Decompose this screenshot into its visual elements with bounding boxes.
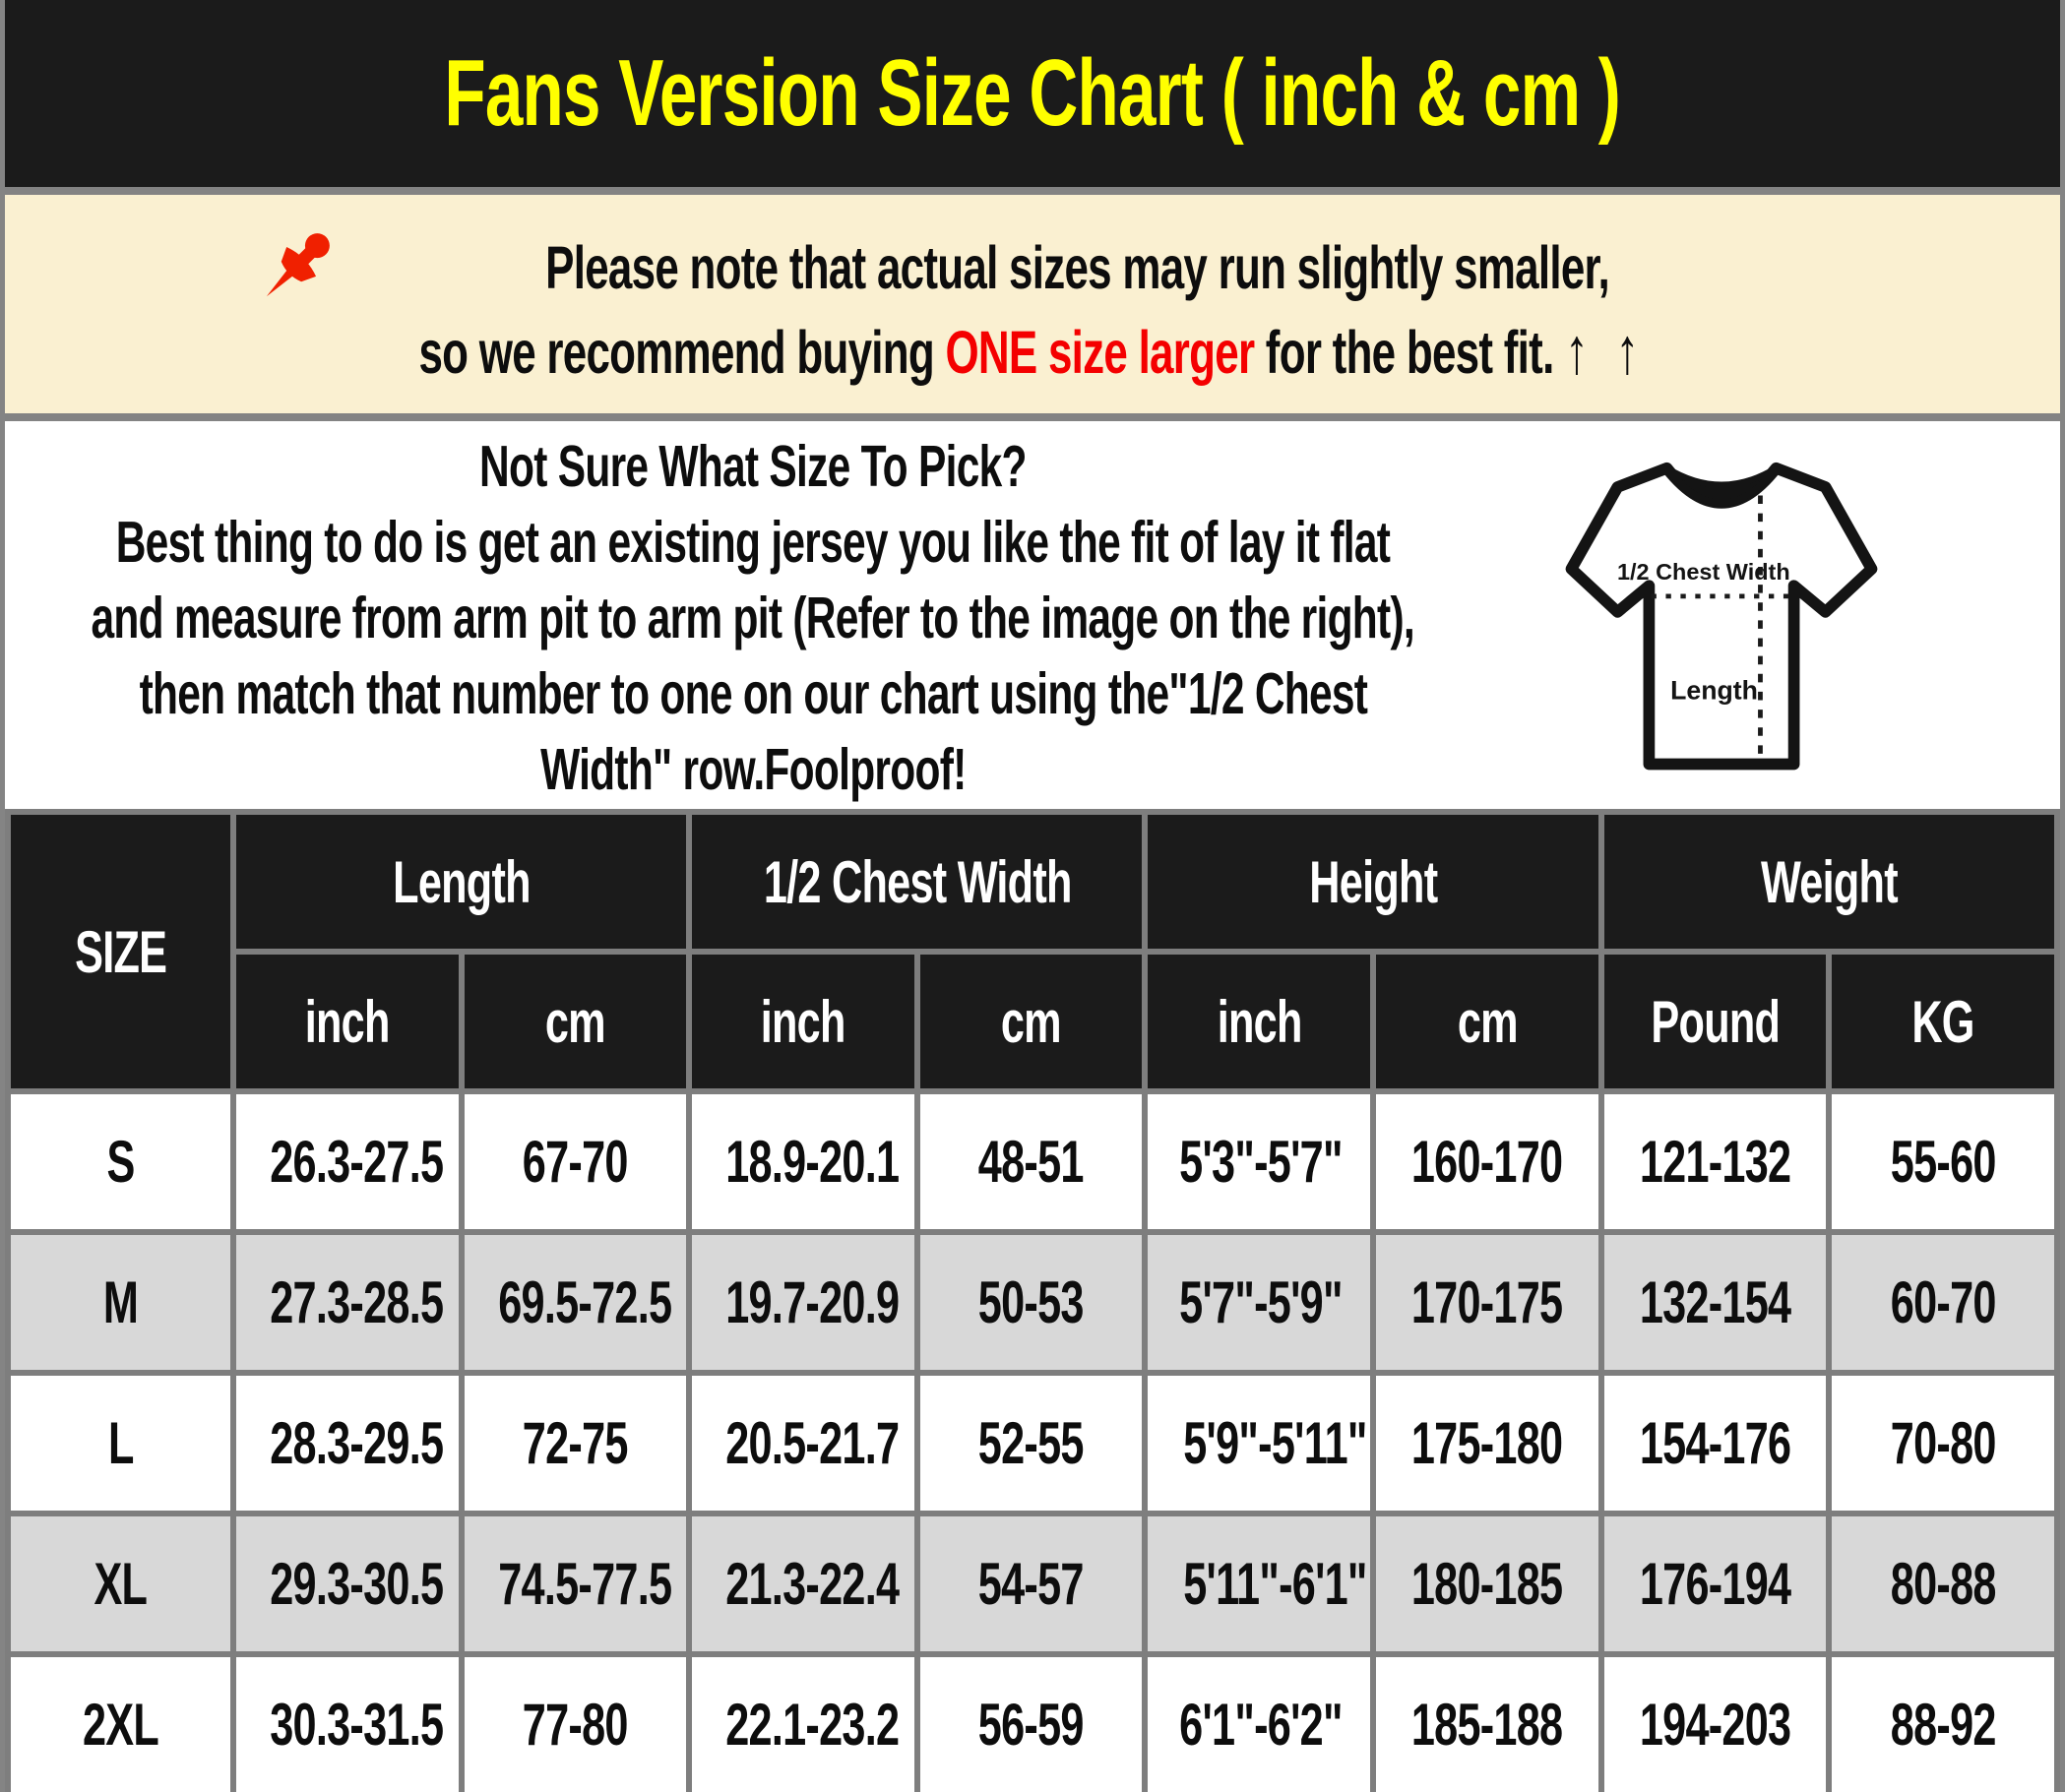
table-header-row-groups: SIZE Length 1/2 Chest Width Height Weigh… xyxy=(5,809,2060,1094)
table-cell: 30.3-31.5 xyxy=(230,1651,465,1792)
table-cell: 21.3-22.4 xyxy=(686,1511,920,1657)
section-divider xyxy=(5,187,2060,195)
guide-line: and measure from arm pit to arm pit (Ref… xyxy=(91,585,1415,650)
header-unit: KG xyxy=(1826,949,2060,1094)
table-cell: 20.5-21.7 xyxy=(686,1370,920,1516)
length-label: Length xyxy=(1670,675,1758,705)
size-cell: M xyxy=(5,1229,237,1376)
header-size: SIZE xyxy=(5,809,237,1094)
chest-width-label: 1/2 Chest Width xyxy=(1617,559,1790,585)
table-cell: 5'9"-5'11" xyxy=(1142,1370,1377,1516)
note-text-2: so we recommend buying ONE size larger f… xyxy=(418,314,1647,388)
table-cell: 5'7"-5'9" xyxy=(1142,1229,1377,1376)
table-cell: 77-80 xyxy=(458,1651,693,1792)
table-cell: 22.1-23.2 xyxy=(686,1651,920,1792)
note-line2-prefix: so we recommend buying xyxy=(418,319,946,387)
table-cell: 88-92 xyxy=(1826,1651,2060,1792)
table-cell: 60-70 xyxy=(1826,1229,2060,1376)
up-arrows-icon: ↑ ↑ xyxy=(1565,314,1647,388)
table-row: L 28.3-29.5 72-75 20.5-21.7 52-55 5'9"-5… xyxy=(5,1370,2060,1516)
table-cell: 74.5-77.5 xyxy=(458,1511,693,1657)
size-cell: 2XL xyxy=(5,1651,237,1792)
table-cell: 29.3-30.5 xyxy=(230,1511,465,1657)
table-cell: 5'11"-6'1" xyxy=(1142,1511,1377,1657)
table-cell: 80-88 xyxy=(1826,1511,2060,1657)
note-line2-suffix: for the best fit. xyxy=(1254,319,1554,387)
table-cell: 56-59 xyxy=(913,1651,1149,1792)
table-cell: 69.5-72.5 xyxy=(458,1229,693,1376)
table-cell: 170-175 xyxy=(1370,1229,1604,1376)
table-cell: 194-203 xyxy=(1597,1651,1833,1792)
guide-line: Width" row.Foolproof! xyxy=(539,736,967,802)
table-cell: 176-194 xyxy=(1597,1511,1833,1657)
table-cell: 180-185 xyxy=(1370,1511,1604,1657)
table-cell: 6'1"-6'2" xyxy=(1142,1651,1377,1792)
table-cell: 54-57 xyxy=(913,1511,1149,1657)
table-cell: 121-132 xyxy=(1597,1088,1833,1235)
guide-text-block: Not Sure What Size To Pick? Best thing t… xyxy=(5,421,1501,809)
section-divider xyxy=(5,413,2060,421)
header-group-height: Height xyxy=(1142,809,1604,955)
size-cell: XL xyxy=(5,1511,237,1657)
guide-section: Not Sure What Size To Pick? Best thing t… xyxy=(5,421,2060,809)
table-cell: 70-80 xyxy=(1826,1370,2060,1516)
table-cell: 28.3-29.5 xyxy=(230,1370,465,1516)
guide-line: Best thing to do is get an existing jers… xyxy=(115,509,1391,575)
table-cell: 175-180 xyxy=(1370,1370,1604,1516)
size-table-header: SIZE Length 1/2 Chest Width Height Weigh… xyxy=(5,809,2060,1094)
table-row: XL 29.3-30.5 74.5-77.5 21.3-22.4 54-57 5… xyxy=(5,1511,2060,1657)
note-line-2: so we recommend buying ONE size larger f… xyxy=(180,314,1885,388)
header-group-weight: Weight xyxy=(1597,809,2060,955)
table-cell: 48-51 xyxy=(913,1088,1149,1235)
table-cell: 72-75 xyxy=(458,1370,693,1516)
table-row: 2XL 30.3-31.5 77-80 22.1-23.2 56-59 6'1"… xyxy=(5,1651,2060,1792)
table-cell: 55-60 xyxy=(1826,1088,2060,1235)
note-text-1: Please note that actual sizes may run sl… xyxy=(545,233,1611,301)
size-table-body: S 26.3-27.5 67-70 18.9-20.1 48-51 5'3"-5… xyxy=(5,1088,2060,1792)
header-unit: inch xyxy=(230,949,465,1094)
size-cell: L xyxy=(5,1370,237,1516)
table-cell: 67-70 xyxy=(458,1088,693,1235)
table-cell: 27.3-28.5 xyxy=(230,1229,465,1376)
table-cell: 26.3-27.5 xyxy=(230,1088,465,1235)
table-row: S 26.3-27.5 67-70 18.9-20.1 48-51 5'3"-5… xyxy=(5,1088,2060,1235)
measurement-diagram: 1/2 Chest Width Length xyxy=(1501,421,2060,809)
header-unit: Pound xyxy=(1597,949,1833,1094)
page-title: Fans Version Size Chart ( inch & cm ) xyxy=(444,40,1621,146)
table-cell: 185-188 xyxy=(1370,1651,1604,1792)
header-unit: inch xyxy=(686,949,920,1094)
size-cell: S xyxy=(5,1088,237,1235)
guide-line: then match that number to one on our cha… xyxy=(139,660,1367,726)
header-unit: cm xyxy=(1370,949,1604,1094)
table-cell: 160-170 xyxy=(1370,1088,1604,1235)
table-cell: 132-154 xyxy=(1597,1229,1833,1376)
table-header-row-units: inch cm inch cm inch cm Pound KG xyxy=(8,949,2060,1094)
table-row: M 27.3-28.5 69.5-72.5 19.7-20.9 50-53 5'… xyxy=(5,1229,2060,1376)
table-cell: 50-53 xyxy=(913,1229,1149,1376)
pushpin-icon xyxy=(267,233,331,297)
tshirt-diagram-icon: 1/2 Chest Width Length xyxy=(1565,462,1878,771)
header-unit: cm xyxy=(913,949,1149,1094)
header-group-chest: 1/2 Chest Width xyxy=(686,809,1149,955)
table-cell: 52-55 xyxy=(913,1370,1149,1516)
note-banner: Please note that actual sizes may run sl… xyxy=(5,195,2060,413)
note-line-1: Please note that actual sizes may run sl… xyxy=(248,220,1816,315)
table-cell: 5'3"-5'7" xyxy=(1142,1088,1377,1235)
table-cell: 154-176 xyxy=(1597,1370,1833,1516)
header-unit: cm xyxy=(458,949,693,1094)
size-table: SIZE Length 1/2 Chest Width Height Weigh… xyxy=(5,809,2060,1792)
note-line2-highlight: ONE size larger xyxy=(945,319,1256,387)
title-bar: Fans Version Size Chart ( inch & cm ) xyxy=(5,0,2060,187)
header-unit: inch xyxy=(1142,949,1377,1094)
table-cell: 19.7-20.9 xyxy=(686,1229,920,1376)
guide-heading: Not Sure What Size To Pick? xyxy=(479,433,1027,499)
header-group-length: Length xyxy=(230,809,693,955)
table-cell: 18.9-20.1 xyxy=(686,1088,920,1235)
